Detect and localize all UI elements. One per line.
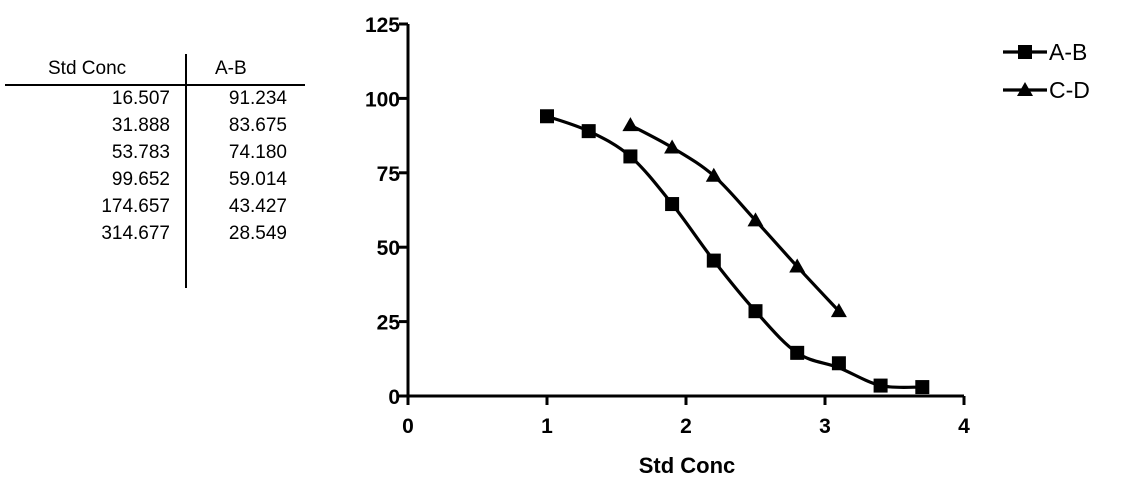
table-cell-std-conc: 314.677 [101, 223, 170, 244]
data-point-a-b [748, 304, 763, 319]
y-tick-label: 125 [365, 14, 400, 37]
data-point-a-b [831, 356, 846, 371]
x-tick-label: 4 [958, 415, 970, 438]
data-point-a-b [873, 378, 888, 393]
data-point-c-d [705, 167, 722, 182]
series-line-c-d [629, 123, 841, 313]
data-point-a-b [915, 380, 930, 395]
table-cell-a-b: 43.427 [228, 196, 287, 217]
legend-label: C-D [1049, 77, 1090, 103]
data-point-a-b [540, 109, 554, 124]
legend-square-marker [1018, 45, 1032, 59]
table-cell-a-b: 28.549 [228, 223, 287, 244]
x-axis-label: Std Conc [639, 453, 736, 478]
data-point-a-b [581, 124, 596, 139]
y-tick-label: 50 [377, 237, 400, 260]
series-line-a-b [546, 114, 923, 390]
table-cell-a-b: 74.180 [228, 142, 287, 163]
table-cell-a-b: 83.675 [228, 115, 287, 136]
y-tick-label: 100 [365, 88, 400, 111]
x-tick-label: 1 [541, 415, 553, 438]
chart-legend: A-B C-D [1003, 39, 1090, 103]
table-header-std-conc: Std Conc [48, 58, 127, 79]
x-tick-label: 0 [402, 415, 414, 438]
data-point-a-b [623, 149, 638, 164]
table-cell-std-conc: 99.652 [111, 169, 170, 190]
data-point-c-d [622, 117, 639, 132]
table-cell-std-conc: 53.783 [111, 142, 170, 163]
legend-label: A-B [1049, 39, 1087, 65]
data-point-c-d [789, 258, 806, 273]
chart-curves [546, 114, 923, 390]
table-cell-std-conc: 16.507 [111, 88, 170, 109]
data-point-a-b [665, 197, 680, 212]
data-point-c-d [830, 303, 847, 318]
y-tick-label: 25 [377, 312, 401, 335]
table-cell-std-conc: 174.657 [101, 196, 170, 217]
table-column-divider [185, 54, 187, 288]
data-point-c-d [664, 139, 681, 154]
y-tick-label: 0 [388, 386, 400, 409]
table-cell-a-b: 59.014 [228, 169, 287, 190]
table-cell-std-conc: 31.888 [111, 115, 170, 136]
table-header-a-b: A-B [215, 58, 247, 79]
data-table: Std Conc A-B 16.507 91.234 31.888 83.675 53.… [0, 0, 310, 300]
table-header-divider [5, 84, 305, 86]
data-point-a-b [706, 253, 721, 268]
table-cell-a-b: 91.234 [228, 88, 287, 109]
data-point-a-b [790, 345, 805, 360]
legend-triangle-marker [1017, 82, 1033, 96]
chart-markers [540, 109, 930, 395]
y-tick-label: 75 [377, 163, 401, 186]
chart-axes: 0 25 50 75 100 125 0 1 2 3 4 [365, 14, 970, 438]
x-tick-label: 3 [819, 415, 831, 438]
x-tick-label: 2 [680, 415, 692, 438]
data-point-c-d [747, 212, 764, 227]
